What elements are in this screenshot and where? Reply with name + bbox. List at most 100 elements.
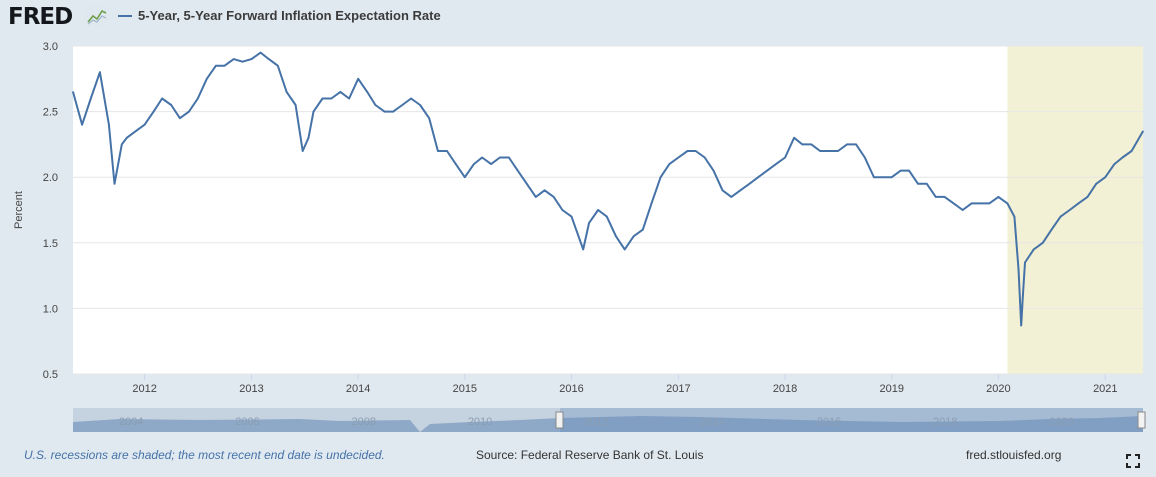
- data-point: [606, 215, 608, 218]
- data-point: [1032, 248, 1035, 251]
- data-point: [597, 209, 599, 211]
- data-point: [582, 248, 584, 251]
- data-point: [925, 182, 928, 185]
- data-point: [712, 169, 715, 172]
- data-point: [775, 163, 777, 165]
- data-point: [703, 156, 706, 159]
- data-point: [801, 143, 804, 146]
- data-point: [784, 156, 786, 159]
- data-point: [312, 110, 315, 113]
- data-point: [188, 110, 190, 113]
- data-point: [99, 71, 101, 74]
- chart-footer: U.S. recessions are shaded; the most rec…: [0, 440, 1156, 477]
- y-tick-label: 2.0: [43, 172, 58, 184]
- data-point: [1020, 324, 1022, 327]
- data-point: [846, 143, 848, 146]
- y-tick-label: 1.5: [43, 238, 58, 250]
- data-point: [828, 150, 830, 152]
- data-point: [125, 137, 128, 139]
- data-point: [72, 91, 74, 93]
- data-point: [196, 97, 199, 100]
- data-point: [623, 248, 626, 251]
- series-line[interactable]: [72, 51, 1144, 327]
- y-tick-label: 1.0: [43, 303, 58, 315]
- site-link[interactable]: fred.stlouisfed.org: [966, 448, 1062, 462]
- data-point: [499, 156, 501, 159]
- navigator-selected-range[interactable]: [560, 408, 1143, 432]
- data-point: [428, 117, 430, 119]
- data-point: [1013, 215, 1016, 218]
- y-axis-label: Percent: [13, 191, 25, 229]
- navigator-ticks: 2004 2006 2008 2010 2012 2014 2016 2018 2020: [119, 416, 1074, 428]
- data-point: [535, 196, 537, 198]
- data-point: [120, 143, 123, 146]
- data-point: [952, 202, 955, 205]
- data-point: [1142, 130, 1144, 133]
- data-point: [419, 104, 421, 106]
- x-tick-label: 2013: [239, 383, 263, 395]
- data-point: [223, 64, 226, 67]
- data-point: [873, 176, 875, 178]
- navigator-tick-label: 2006: [235, 416, 259, 428]
- data-point: [307, 137, 310, 139]
- data-point: [508, 156, 510, 159]
- data-point: [1130, 150, 1133, 152]
- data-point: [366, 91, 369, 93]
- data-point: [552, 196, 555, 198]
- data-point: [81, 123, 83, 126]
- data-point: [241, 60, 244, 63]
- fullscreen-icon[interactable]: [1126, 454, 1140, 468]
- data-point: [464, 176, 466, 178]
- data-point: [641, 228, 644, 231]
- navigator-right-handle[interactable]: [1137, 411, 1146, 429]
- data-point: [206, 78, 208, 80]
- navigator-left-handle[interactable]: [555, 411, 564, 429]
- data-point: [890, 176, 893, 178]
- data-point: [285, 91, 288, 93]
- data-point: [1006, 202, 1009, 205]
- navigator-series: [73, 416, 1143, 432]
- trend-chart-icon: [86, 6, 108, 26]
- data-point: [113, 182, 116, 185]
- data-point: [267, 58, 270, 60]
- data-point: [294, 104, 297, 106]
- data-point: [988, 202, 991, 205]
- data-point: [917, 182, 919, 185]
- series-legend[interactable]: 5-Year, 5-Year Forward Inflation Expecta…: [118, 8, 441, 23]
- data-point: [454, 163, 457, 165]
- data-point: [437, 150, 439, 152]
- data-point: [588, 222, 590, 224]
- chart-area[interactable]: 0.51.01.52.02.53.0 2012 2013 2014 2015 2016 2…: [0, 36, 1156, 436]
- gridlines: [73, 45, 1143, 375]
- data-point: [694, 150, 697, 152]
- data-point: [473, 163, 475, 165]
- range-navigator[interactable]: 2004 2006 2008 2010 2012 2014 2016 2018 2020: [73, 408, 1146, 432]
- recession-band: [1007, 46, 1143, 374]
- plot-background: [73, 46, 1143, 374]
- data-point: [686, 150, 689, 152]
- source-credit[interactable]: Source: Federal Reserve Bank of St. Loui…: [476, 448, 704, 462]
- data-point: [819, 150, 821, 152]
- data-point: [943, 196, 946, 198]
- data-point: [1086, 196, 1089, 198]
- data-point: [446, 150, 448, 152]
- data-point: [721, 189, 724, 192]
- navigator-tick-label: 2008: [352, 416, 376, 428]
- y-tick-label: 3.0: [43, 41, 58, 53]
- x-tick-label: 2015: [453, 383, 477, 395]
- data-point: [1050, 228, 1053, 231]
- data-point: [339, 91, 342, 93]
- recession-shading-layer: [1007, 46, 1143, 374]
- data-point: [837, 150, 839, 152]
- data-point: [561, 209, 564, 211]
- data-point: [525, 182, 528, 185]
- fred-logo[interactable]: FRED: [8, 4, 73, 30]
- x-tick-label: 2017: [666, 383, 690, 395]
- data-point: [935, 196, 937, 198]
- data-point: [516, 169, 519, 172]
- navigator-tick-label: 2016: [817, 416, 841, 428]
- data-point: [793, 137, 795, 139]
- navigator-tick-label: 2012: [584, 416, 608, 428]
- series-layer: [72, 51, 1144, 327]
- data-point: [970, 202, 973, 205]
